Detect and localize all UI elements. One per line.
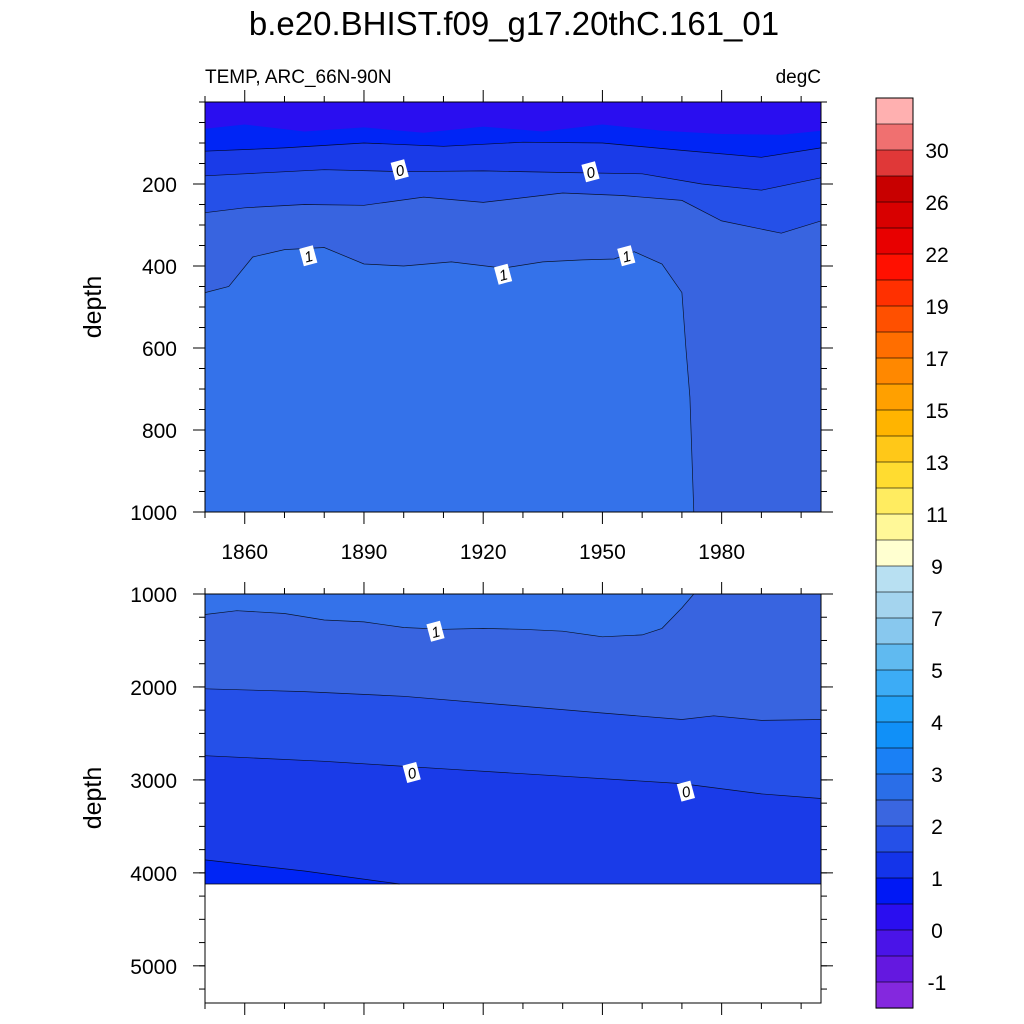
colorbar-swatch: [875, 539, 914, 567]
y-tick-label: 1000: [130, 502, 177, 525]
colorbar-swatch: [875, 253, 914, 281]
colorbar-swatch: [875, 773, 914, 801]
colorbar-swatch: [875, 903, 914, 931]
colorbar-swatch: [875, 357, 914, 385]
colorbar-swatch: [875, 851, 914, 879]
colorbar-swatch: [875, 305, 914, 333]
colorbar-label: 0: [931, 920, 943, 943]
contour-label: 0: [676, 780, 695, 802]
colorbar-swatch: [875, 565, 914, 593]
y-axis-label: depth: [79, 767, 107, 830]
colorbar-label: -1: [928, 972, 947, 995]
colorbar-swatch: [875, 487, 914, 515]
colorbar-swatch: [875, 643, 914, 671]
colorbar-label: 26: [925, 192, 948, 215]
contour-label: 1: [299, 245, 318, 267]
y-tick-label: 5000: [130, 956, 177, 979]
colorbar-label: 13: [925, 452, 948, 475]
colorbar-swatch: [875, 825, 914, 853]
colorbar-swatch: [875, 799, 914, 827]
plot-frame: [204, 593, 822, 1004]
contour-label: 0: [390, 159, 409, 180]
y-tick-label: 1000: [130, 584, 177, 607]
contour-label: 1: [617, 245, 636, 267]
y-tick-label: 400: [142, 256, 177, 279]
contour-line: [205, 594, 695, 638]
missing-data-region: [205, 884, 821, 1003]
contour-line: [205, 247, 695, 512]
colorbar-label: 15: [925, 400, 948, 423]
colorbar-label: 1: [931, 868, 943, 891]
colorbar-label: 7: [931, 608, 943, 631]
colorbar-label: 17: [925, 348, 948, 371]
contour-fill-layer: [205, 594, 694, 637]
contour-label: 0: [581, 161, 600, 182]
contour-line: [205, 169, 821, 191]
colorbar-swatch: [875, 461, 914, 489]
colorbar-swatch: [875, 435, 914, 463]
colorbar-swatch: [875, 591, 914, 619]
colorbar-swatch: [875, 279, 914, 307]
x-tick-label: 1950: [579, 541, 626, 564]
colorbar-label: 11: [926, 504, 948, 527]
colorbar-label: 30: [925, 140, 948, 163]
contour-line: [205, 688, 821, 721]
contour-line: [205, 141, 821, 158]
colorbar-swatch: [875, 877, 914, 905]
colorbar-swatch: [875, 617, 914, 645]
colorbar-label: 3: [931, 764, 943, 787]
contour-label: 1: [494, 263, 513, 285]
x-tick-label: 1980: [698, 541, 745, 564]
colorbar-swatch: [875, 201, 914, 229]
colorbar-label: 22: [925, 244, 948, 267]
colorbar-swatch: [875, 331, 914, 359]
x-tick-label: 1860: [221, 541, 268, 564]
colorbar-label: 19: [925, 296, 948, 319]
colorbar-swatch: [875, 175, 914, 203]
colorbar-swatch: [875, 721, 914, 749]
contour-label: 0: [402, 761, 421, 783]
colorbar-swatch: [875, 97, 914, 125]
contour-fill-layer: [205, 859, 400, 884]
colorbar-swatch: [875, 747, 914, 775]
colorbar-label: 4: [931, 712, 943, 735]
colorbar-swatch: [875, 149, 914, 177]
x-tick-label: 1920: [460, 541, 507, 564]
y-axis-label: depth: [79, 276, 107, 339]
x-tick-label: 1890: [341, 541, 388, 564]
contour-line: [205, 755, 821, 799]
figure-title: b.e20.BHIST.f09_g17.20thC.161_01: [249, 5, 779, 42]
colorbar-label: 2: [931, 816, 943, 839]
colorbar-swatch: [875, 383, 914, 411]
colorbar-swatch: [875, 409, 914, 437]
y-tick-label: 4000: [130, 863, 177, 886]
colorbar-swatch: [875, 981, 914, 1009]
colorbar-swatch: [875, 695, 914, 723]
contour-label: 1: [426, 620, 445, 642]
contour-line: [205, 859, 400, 885]
left-subtitle: TEMP, ARC_66N-90N: [205, 67, 392, 88]
contour-fill-layer: [205, 755, 821, 884]
upper-contour-panel: 0 0 1 1 1 1860 1890 1920 1950 1980 200 400 600 800 100…: [79, 90, 833, 564]
colorbar-swatch: [875, 123, 914, 151]
colorbar-label: 9: [931, 556, 943, 579]
colorbar-label: 5: [931, 660, 943, 683]
y-tick-label: 2000: [130, 677, 177, 700]
units-subtitle: degC: [776, 67, 821, 88]
colorbar-swatch: [875, 669, 914, 697]
colorbar-swatch: [875, 955, 914, 983]
colorbar-swatch: [875, 929, 914, 957]
colorbar-swatch: [875, 513, 914, 541]
y-tick-label: 600: [142, 338, 177, 361]
contour-fill-layer: [205, 247, 694, 512]
y-tick-label: 800: [142, 420, 177, 443]
lower-contour-panel: 1 0 0 1000 2000 3000 4000 5000 depth: [79, 582, 833, 1015]
contour-line: [205, 192, 821, 234]
y-tick-label: 200: [142, 174, 177, 197]
colorbar-swatch: [875, 227, 914, 255]
y-tick-label: 3000: [130, 770, 177, 793]
